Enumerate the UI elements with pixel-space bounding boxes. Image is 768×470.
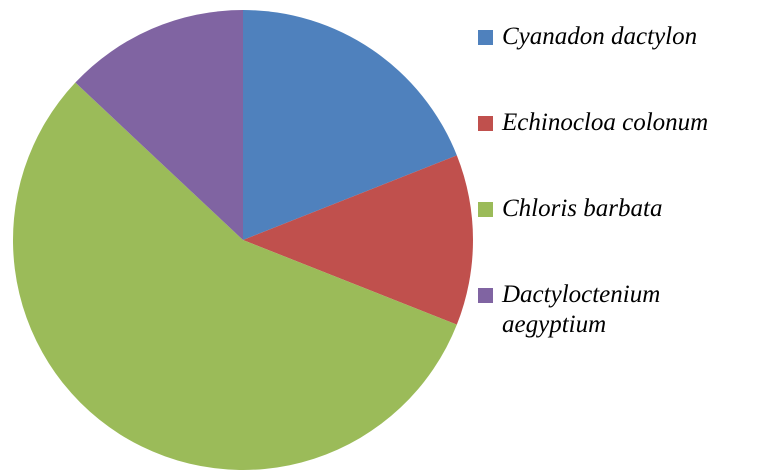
legend: Cyanadon dactylon Echinocloa colonum Chlor… [478,22,764,366]
legend-label: Cyanadon dactylon [502,23,698,50]
legend-item: Chloris barbata [478,194,764,280]
legend-item: Dactyloctenium aegyptium [478,280,764,366]
legend-label: Chloris barbata [502,195,663,222]
pie-slice [243,10,457,240]
legend-label: Echinocloa colonum [502,109,709,136]
legend-swatch [478,288,493,303]
legend-swatch [478,202,493,217]
pie-slice [75,10,243,240]
legend-item: Echinocloa colonum [478,108,764,194]
legend-swatch [478,116,493,131]
legend-item: Cyanadon dactylon [478,22,764,108]
legend-label: Dactyloctenium aegyptium [502,281,661,338]
pie-slice [243,155,474,325]
legend-swatch [478,30,493,45]
pie-slice [13,82,457,470]
